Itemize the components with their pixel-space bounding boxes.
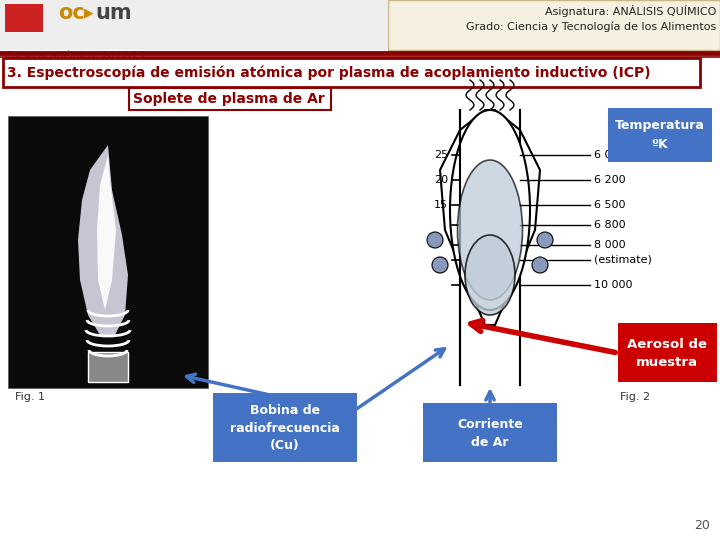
- FancyBboxPatch shape: [423, 403, 557, 462]
- Text: Fig. 2: Fig. 2: [620, 392, 650, 402]
- Ellipse shape: [450, 110, 530, 310]
- Text: Bobina de
radiofrecuencia
(Cu): Bobina de radiofrecuencia (Cu): [230, 403, 340, 453]
- Text: 6 500: 6 500: [594, 200, 626, 210]
- Ellipse shape: [457, 160, 523, 300]
- Text: Grado: Ciencia y Tecnología de los Alimentos: Grado: Ciencia y Tecnología de los Alime…: [466, 21, 716, 31]
- FancyBboxPatch shape: [5, 4, 43, 32]
- Text: Curso académico: 2012/13: Curso académico: 2012/13: [5, 51, 145, 61]
- Text: 20: 20: [694, 519, 710, 532]
- FancyBboxPatch shape: [3, 58, 700, 87]
- Circle shape: [537, 232, 553, 248]
- FancyBboxPatch shape: [129, 88, 331, 110]
- FancyBboxPatch shape: [213, 393, 357, 462]
- Ellipse shape: [465, 235, 515, 315]
- FancyBboxPatch shape: [618, 323, 717, 382]
- Polygon shape: [440, 110, 540, 325]
- Text: Asignatura: ANÁLISIS QUÍMICO: Asignatura: ANÁLISIS QUÍMICO: [544, 5, 716, 17]
- FancyBboxPatch shape: [0, 0, 388, 50]
- Circle shape: [427, 232, 443, 248]
- Text: Corriente
de Ar: Corriente de Ar: [457, 417, 523, 449]
- FancyBboxPatch shape: [608, 108, 712, 162]
- Text: 6 200: 6 200: [594, 175, 626, 185]
- Text: 3. Espectroscopía de emisión atómica por plasma de acoplamiento inductivo (ICP): 3. Espectroscopía de emisión atómica por…: [7, 66, 651, 80]
- FancyBboxPatch shape: [8, 116, 208, 388]
- Circle shape: [532, 257, 548, 273]
- Text: Aerosol de
muestra: Aerosol de muestra: [627, 338, 707, 368]
- Text: Fig. 1: Fig. 1: [15, 392, 45, 402]
- Text: Soplete de plasma de Ar: Soplete de plasma de Ar: [133, 92, 325, 106]
- Polygon shape: [78, 145, 128, 335]
- Text: 20: 20: [434, 175, 448, 185]
- Text: 8 000: 8 000: [594, 240, 626, 250]
- Circle shape: [432, 257, 448, 273]
- Text: 6 000: 6 000: [594, 150, 626, 160]
- Text: 10 000: 10 000: [594, 280, 632, 290]
- Text: 25: 25: [434, 150, 448, 160]
- Text: 6 800: 6 800: [594, 220, 626, 230]
- Text: um: um: [95, 3, 132, 23]
- Text: ▶: ▶: [84, 6, 94, 19]
- Polygon shape: [97, 155, 116, 310]
- Text: (estimate): (estimate): [594, 255, 652, 265]
- Text: oc: oc: [58, 3, 85, 23]
- Text: 15: 15: [434, 200, 448, 210]
- FancyBboxPatch shape: [88, 352, 128, 382]
- Text: Temperatura
ºK: Temperatura ºK: [615, 119, 705, 151]
- FancyBboxPatch shape: [388, 0, 720, 50]
